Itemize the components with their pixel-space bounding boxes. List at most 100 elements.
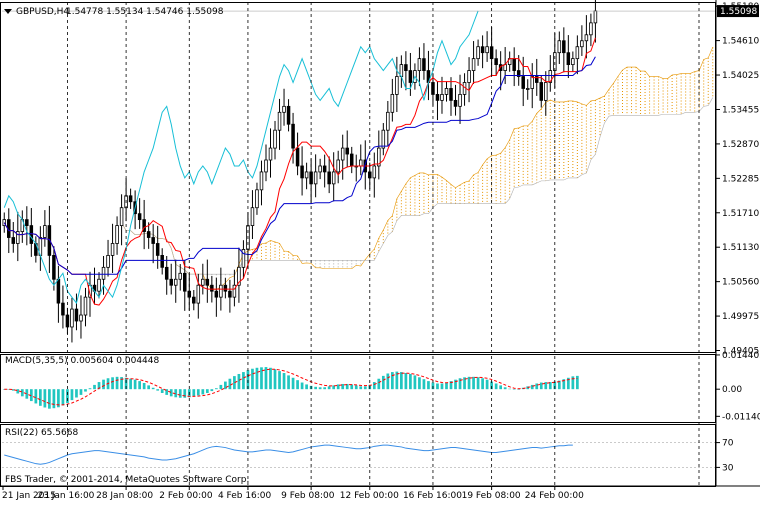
candle-body [322, 165, 327, 173]
macd-bar [70, 389, 74, 401]
candle-body [512, 58, 516, 71]
time-tick-label: 23 Jan 16:00 [37, 491, 94, 501]
macd-bar [548, 382, 552, 390]
macd-bar [260, 367, 263, 390]
candle-body [164, 266, 169, 280]
macd-bar [25, 389, 29, 399]
macd-bar [463, 377, 466, 390]
macd-bar [517, 389, 521, 390]
candle-body [336, 159, 340, 173]
macd-bar [178, 389, 182, 398]
candle-body [110, 243, 115, 256]
macd-bar [508, 388, 512, 390]
macd-bar [472, 376, 475, 390]
macd-bar [11, 389, 15, 391]
macd-bar [427, 381, 430, 390]
candle-body [119, 207, 124, 226]
time-tick-label: 28 Jan 08:00 [96, 491, 153, 501]
macd-bar [323, 387, 327, 390]
candle-body [43, 225, 47, 238]
candle-body [422, 58, 426, 71]
current-price-label: 1.55098 [720, 7, 757, 17]
candle-body [259, 171, 264, 191]
candle-body [345, 147, 349, 155]
candle-body [480, 46, 485, 54]
macd-bar [169, 389, 173, 397]
macd-bar [66, 389, 69, 403]
macd-bar [467, 376, 471, 390]
candle-body [255, 189, 259, 209]
rsi-tick-label: 30 [722, 463, 734, 473]
candle-body [359, 159, 363, 167]
candle-body [79, 314, 83, 322]
candle-body [196, 284, 201, 304]
macd-bar [151, 387, 155, 390]
macd-bar [336, 384, 340, 390]
candle-body [25, 219, 29, 226]
macd-bar [88, 388, 92, 390]
tenkan-sen-line [3, 37, 596, 306]
candle-body [444, 88, 449, 95]
macd-bar [418, 377, 421, 390]
macd-bar [409, 373, 412, 390]
macd-bar [138, 381, 141, 390]
candle-body [282, 105, 286, 113]
candle-body [304, 171, 309, 179]
macd-bar [566, 377, 570, 390]
price-panel [2, 0, 716, 343]
macd-bar [102, 379, 105, 390]
candle-body [264, 159, 268, 173]
price-tick-label: 1.52285 [722, 174, 759, 184]
macd-bar [341, 383, 345, 390]
candle-body [205, 278, 210, 286]
macd-bar [422, 379, 426, 390]
candle-body [101, 266, 106, 280]
candle-body [183, 272, 187, 292]
copyright-text: FBS Trader, © 2001-2014, MetaQuotes Soft… [5, 475, 249, 485]
candle-body [300, 165, 304, 179]
macd-tick-label: 0.014403 [722, 351, 760, 361]
candle-body [485, 46, 489, 54]
macd-bar [562, 379, 566, 390]
candle-body [498, 64, 503, 71]
macd-bar [29, 389, 33, 402]
candle-body [566, 52, 571, 66]
candle-body [52, 255, 56, 280]
candle-body [237, 266, 241, 286]
candle-body [232, 284, 237, 298]
candle-body [593, 10, 598, 24]
candle-body [295, 147, 300, 167]
candle-body [223, 284, 228, 292]
macd-bar [571, 376, 575, 390]
macd-bar [111, 377, 114, 390]
macd-bar [142, 383, 146, 390]
macd-bar [476, 377, 480, 390]
macd-bar [386, 373, 390, 390]
candle-body [241, 249, 246, 268]
candle-body [467, 70, 471, 83]
macd-bar [147, 385, 151, 390]
candle-body [408, 70, 413, 83]
candle-body [525, 88, 530, 90]
price-tick-label: 1.50560 [722, 278, 759, 288]
macd-bar [273, 369, 277, 390]
candle-body [151, 237, 155, 244]
macd-bar [454, 379, 457, 390]
macd-bar [57, 389, 60, 408]
macd-histogram [2, 367, 579, 409]
macd-bar [381, 375, 385, 390]
macd-bar [196, 389, 200, 396]
candle-body [404, 64, 408, 71]
macd-bar [251, 368, 254, 390]
macd-bar [39, 389, 42, 406]
candles [2, 0, 598, 343]
candle-body [449, 88, 453, 101]
senkou-span-b-line [121, 97, 714, 275]
dropdown-triangle-icon[interactable] [4, 9, 12, 14]
macd-bar [79, 389, 83, 395]
macd-bar [431, 382, 435, 390]
candle-body [250, 207, 255, 226]
macd-title: MACD(5,35,5) 0.005604 0.004448 [5, 356, 160, 366]
